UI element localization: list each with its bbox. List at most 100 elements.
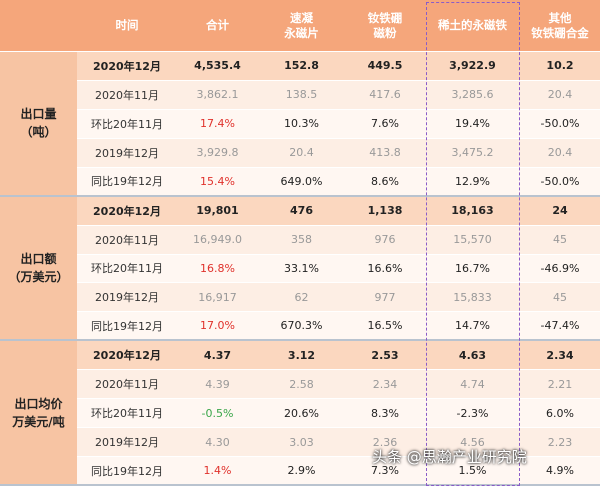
- table-cell: 2.36: [345, 428, 425, 458]
- table-cell: 1,138: [345, 196, 425, 226]
- table-cell: 2020年11月: [77, 370, 177, 400]
- table-cell: 45: [520, 283, 600, 313]
- header-line: 钕铁硼: [367, 10, 403, 25]
- table-cell: 15,833: [425, 283, 520, 313]
- table-cell: 6.0%: [520, 399, 600, 429]
- header-cell: 合计: [177, 0, 258, 52]
- table-cell: 10.2: [520, 52, 600, 81]
- group-label: 出口额 （万美元）: [0, 196, 77, 342]
- header-line: 其他: [548, 10, 572, 25]
- table-cell: 1.5%: [425, 457, 520, 486]
- table-cell: 2020年12月: [77, 341, 177, 371]
- table-cell: 4.37: [177, 341, 258, 371]
- group-name: 出口额: [20, 251, 57, 266]
- table-cell: 8.6%: [345, 167, 425, 197]
- table-cell: 10.3%: [258, 109, 345, 139]
- table-cell: -50.0%: [520, 167, 600, 197]
- table-cell: 14.7%: [425, 312, 520, 342]
- header-cell: [0, 0, 77, 52]
- header-line: 速凝: [290, 10, 313, 25]
- table-cell: 4.30: [177, 428, 258, 458]
- table-cell: 4.56: [425, 428, 520, 458]
- table-cell: 4.9%: [520, 457, 600, 486]
- table-cell: 2019年12月: [77, 428, 177, 458]
- table-cell: 16.6%: [345, 254, 425, 284]
- table-cell: 2.58: [258, 370, 345, 400]
- table-cell: 2019年12月: [77, 283, 177, 313]
- table-cell: 2.34: [345, 370, 425, 400]
- group-unit: （万美元）: [8, 269, 69, 284]
- header-cell: 稀土的永磁铁: [425, 0, 520, 52]
- table-cell: -2.3%: [425, 399, 520, 429]
- table-cell: 2020年12月: [77, 52, 177, 81]
- table-cell: 649.0%: [258, 167, 345, 197]
- table-cell: 45: [520, 225, 600, 255]
- table-cell: 同比19年12月: [77, 167, 177, 197]
- table-cell: 17.4%: [177, 109, 258, 139]
- header-cell: 钕铁硼 磁粉: [345, 0, 425, 52]
- table-cell: 449.5: [345, 52, 425, 81]
- header-line: 永磁片: [284, 25, 319, 40]
- table-cell: 2.9%: [258, 457, 345, 486]
- table-cell: 138.5: [258, 80, 345, 110]
- table-cell: 4,535.4: [177, 52, 258, 81]
- table-cell: 976: [345, 225, 425, 255]
- table-cell: -47.4%: [520, 312, 600, 342]
- table-cell: 2020年11月: [77, 80, 177, 110]
- table-cell: 7.3%: [345, 457, 425, 486]
- group-label: 出口量 （吨）: [0, 52, 77, 197]
- table-cell: 24: [520, 196, 600, 226]
- table-cell: 2020年12月: [77, 196, 177, 226]
- table-cell: 4.39: [177, 370, 258, 400]
- table-cell: 20.6%: [258, 399, 345, 429]
- table-cell: 3.03: [258, 428, 345, 458]
- table-cell: 358: [258, 225, 345, 255]
- group-name: 出口量: [20, 107, 57, 122]
- table-cell: 同比19年12月: [77, 312, 177, 342]
- table-cell: 2020年11月: [77, 225, 177, 255]
- table-cell: 476: [258, 196, 345, 226]
- group-label: 出口均价 万美元/吨: [0, 341, 77, 486]
- table-cell: 15.4%: [177, 167, 258, 197]
- table-cell: 4.63: [425, 341, 520, 371]
- table-cell: -46.9%: [520, 254, 600, 284]
- table-cell: 12.9%: [425, 167, 520, 197]
- table-cell: 3,862.1: [177, 80, 258, 110]
- table-cell: 3,475.2: [425, 138, 520, 168]
- table-cell: 环比20年11月: [77, 254, 177, 284]
- table-cell: 62: [258, 283, 345, 313]
- table-cell: 3,929.8: [177, 138, 258, 168]
- table-cell: 17.0%: [177, 312, 258, 342]
- table-cell: 417.6: [345, 80, 425, 110]
- table-cell: 环比20年11月: [77, 109, 177, 139]
- header-line: 磁粉: [373, 25, 397, 40]
- header-cell: 速凝 永磁片: [258, 0, 345, 52]
- table-cell: 2.34: [520, 341, 600, 371]
- table-cell: 2.21: [520, 370, 600, 400]
- table-cell: 20.4: [520, 80, 600, 110]
- table-cell: 2.23: [520, 428, 600, 458]
- table-cell: 环比20年11月: [77, 399, 177, 429]
- table-cell: 3,922.9: [425, 52, 520, 81]
- table-cell: 4.74: [425, 370, 520, 400]
- watermark: 头条 @思瀚产业研究院: [372, 448, 527, 466]
- table-cell: -0.5%: [177, 399, 258, 429]
- table-cell: 152.8: [258, 52, 345, 81]
- group-unit: 万美元/吨: [12, 414, 65, 429]
- table-cell: 20.4: [258, 138, 345, 168]
- table-cell: 8.3%: [345, 399, 425, 429]
- table-cell: 19.4%: [425, 109, 520, 139]
- table-cell: 2019年12月: [77, 138, 177, 168]
- table-cell: 16.7%: [425, 254, 520, 284]
- table-cell: 16,917: [177, 283, 258, 313]
- table-cell: 3,285.6: [425, 80, 520, 110]
- header-line: 钕铁硼合金: [531, 25, 589, 40]
- table-cell: 413.8: [345, 138, 425, 168]
- table-cell: 7.6%: [345, 109, 425, 139]
- header-cell: 其他 钕铁硼合金: [520, 0, 600, 52]
- table-cell: 977: [345, 283, 425, 313]
- table-cell: 1.4%: [177, 457, 258, 486]
- table-cell: -50.0%: [520, 109, 600, 139]
- table-cell: 16.5%: [345, 312, 425, 342]
